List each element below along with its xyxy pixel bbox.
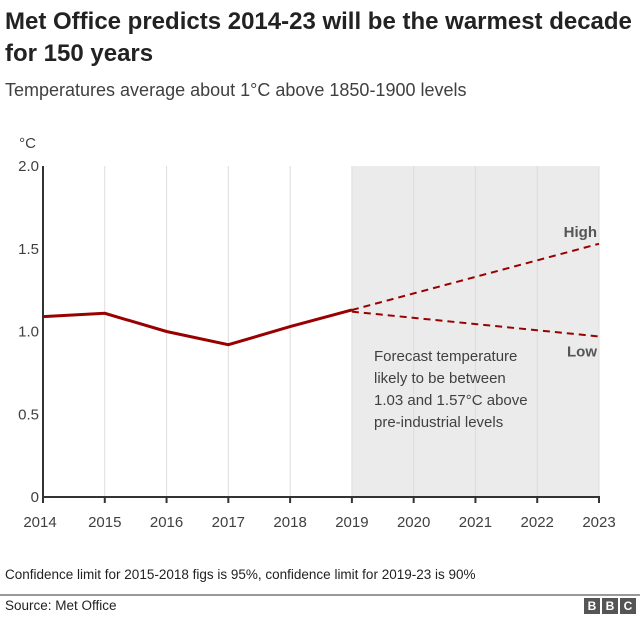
y-tick-label: 2.0	[18, 158, 39, 175]
x-tick-label: 2017	[212, 514, 245, 531]
chart-title: Met Office predicts 2014-23 will be the …	[5, 8, 632, 67]
y-tick-label: 0.5	[18, 406, 39, 423]
confidence-footnote: Confidence limit for 2015-2018 figs is 9…	[5, 567, 476, 582]
x-tick-label: 2019	[335, 514, 368, 531]
y-tick-label: 0	[31, 489, 39, 506]
chart-subtitle: Temperatures average about 1°C above 185…	[5, 80, 467, 100]
y-tick-label: 1.0	[18, 324, 39, 341]
forecast-note-line: 1.03 and 1.57°C above	[374, 392, 528, 409]
series-line-high	[351, 242, 600, 311]
x-tick-label: 2015	[88, 514, 121, 531]
y-tick-label: 1.5	[18, 241, 39, 258]
x-tick-label: 2022	[521, 514, 554, 531]
line-chart: 0 0.5 1.0 1.5 2.0 °C 2014 2015 2016 2017 2018 2019 2…	[18, 135, 616, 531]
source-label: Source: Met Office	[5, 598, 117, 613]
forecast-note-line: pre-industrial levels	[374, 414, 503, 431]
bbc-logo-letter: B	[584, 598, 600, 614]
bbc-logo-letter: B	[602, 598, 618, 614]
forecast-note-line: likely to be between	[374, 370, 506, 387]
x-tick-label: 2020	[397, 514, 430, 531]
bbc-logo-letter: C	[620, 598, 636, 614]
series-line-observed	[42, 308, 353, 347]
footer-divider	[0, 594, 640, 596]
x-tick-label: 2021	[459, 514, 492, 531]
high-label: High	[564, 224, 597, 241]
low-label: Low	[567, 343, 597, 360]
bbc-logo: B B C	[584, 598, 636, 614]
x-tick-label: 2023	[582, 514, 615, 531]
forecast-note-line: Forecast temperature	[374, 348, 517, 365]
x-tick-label: 2018	[273, 514, 306, 531]
x-tick-label: 2016	[150, 514, 183, 531]
x-tick-label: 2014	[23, 514, 56, 531]
series-line-low	[351, 310, 600, 338]
y-axis-unit-label: °C	[19, 135, 36, 152]
